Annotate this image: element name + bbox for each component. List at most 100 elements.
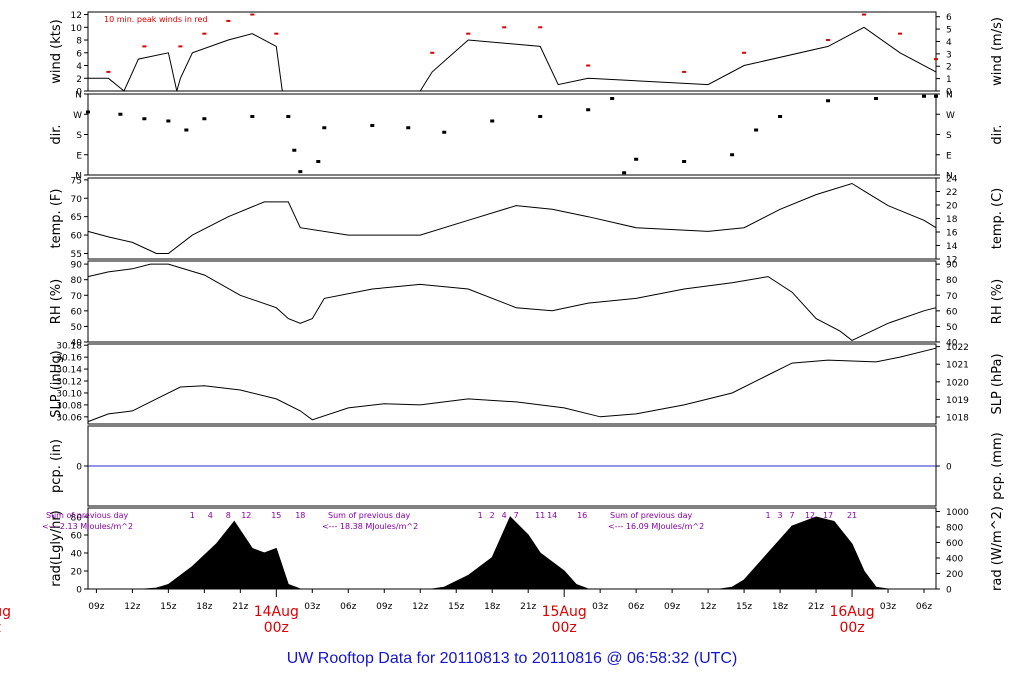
series-point-direction — [292, 148, 297, 152]
y-tick-label-radiation: 0 — [76, 586, 82, 596]
peak-wind-annotation: 10 min. peak winds in red — [104, 15, 208, 24]
peak-wind-mark — [106, 70, 111, 73]
peak-wind-mark — [538, 26, 543, 29]
x-tick-label: 12z — [412, 602, 428, 612]
y-axis-label-right-temperature: temp. (C) — [990, 188, 1005, 250]
panel-frame-humidity — [87, 260, 937, 343]
y-tick-label-right-direction: W — [946, 111, 955, 121]
radiation-hour-mark: 21 — [847, 511, 857, 520]
y-tick-label-right-temperature: 24 — [946, 175, 958, 185]
y-tick-label-wind: 6 — [76, 49, 82, 59]
y-tick-label-right-temperature: 14 — [946, 242, 958, 252]
radiation-hour-mark: 4 — [208, 511, 213, 520]
y-tick-label-pressure: 30.18 — [56, 342, 82, 352]
x-day-label: 14Aug — [254, 604, 299, 620]
panel-frame-pressure — [87, 343, 937, 425]
y-tick-label-right-radiation: 0 — [946, 586, 952, 596]
y-tick-label-humidity: 50 — [71, 323, 83, 333]
series-point-direction — [874, 97, 879, 100]
radiation-hour-mark: 7 — [514, 511, 519, 520]
radiation-hour-mark: 15 — [271, 511, 281, 520]
y-tick-label-temperature: 55 — [71, 250, 82, 260]
y-axis-label-precipitation: pcp. (in) — [49, 439, 64, 493]
y-tick-label-right-humidity: 40 — [946, 339, 958, 349]
series-point-direction — [682, 160, 687, 163]
radiation-note-sum: <--- 18.38 MJoules/m^2 — [322, 522, 418, 531]
y-tick-label-pressure: 30.10 — [56, 389, 82, 399]
series-point-direction — [406, 126, 411, 130]
peak-wind-mark — [826, 39, 831, 42]
y-tick-label-right-precipitation: 0 — [946, 463, 952, 473]
x-day-hour-label: 00z — [839, 620, 864, 636]
y-tick-label-direction: N — [75, 91, 82, 101]
series-point-direction — [610, 97, 615, 100]
peak-wind-mark — [202, 32, 207, 35]
radiation-hour-mark: 7 — [790, 511, 795, 520]
y-tick-label-direction: W — [73, 111, 82, 121]
y-axis-label-right-radiation: rad (W/m^2) — [990, 506, 1005, 591]
x-tick-label: 21z — [520, 602, 536, 612]
series-line-temperature — [87, 182, 937, 254]
y-axis-label-right-precipitation: pcp. (mm) — [990, 432, 1005, 499]
y-tick-label-right-wind: 6 — [946, 13, 952, 23]
radiation-note-title: Sum of previous day — [328, 511, 410, 520]
y-axis-label-temperature: temp. (F) — [49, 189, 64, 249]
series-point-direction — [316, 160, 321, 163]
y-tick-label-right-wind: 0 — [946, 88, 952, 98]
x-tick-label: 21z — [808, 602, 824, 612]
y-tick-label-direction: S — [76, 131, 82, 141]
y-tick-label-wind: 0 — [76, 88, 82, 98]
y-tick-label-right-pressure: 1021 — [946, 361, 969, 371]
y-tick-label-right-radiation: 1000 — [946, 508, 969, 518]
peak-wind-mark — [502, 26, 507, 29]
y-tick-label-wind: 4 — [76, 62, 82, 72]
radiation-hour-mark: 11 — [535, 511, 545, 520]
y-tick-label-right-wind: 3 — [946, 50, 952, 60]
y-tick-label-humidity: 60 — [71, 307, 83, 317]
y-tick-label-right-direction: N — [946, 172, 953, 182]
y-tick-label-precipitation: 0 — [76, 463, 82, 473]
y-axis-label-right-pressure: SLP (hPa) — [990, 353, 1005, 414]
y-tick-label-right-wind: 4 — [946, 38, 952, 48]
x-day-label: 16Aug — [829, 604, 874, 620]
x-tick-label: 15z — [160, 602, 176, 612]
series-line-humidity — [87, 263, 937, 341]
y-tick-label-humidity: 40 — [71, 339, 83, 349]
y-tick-label-right-direction: S — [946, 131, 952, 141]
x-tick-label: 09z — [664, 602, 680, 612]
y-tick-label-right-pressure: 1019 — [946, 396, 969, 406]
radiation-note-title: Sum of previous day — [610, 511, 692, 520]
y-tick-label-wind: 8 — [76, 37, 82, 47]
y-tick-label-right-temperature: 20 — [946, 202, 958, 212]
y-tick-label-direction: E — [76, 151, 82, 161]
series-point-direction — [490, 119, 495, 123]
y-tick-label-right-radiation: 200 — [946, 570, 963, 580]
x-tick-label: 18z — [772, 602, 788, 612]
x-tick-label: 18z — [196, 602, 212, 612]
y-tick-label-right-temperature: 16 — [946, 229, 958, 239]
y-tick-label-right-direction: N — [946, 91, 953, 101]
series-point-direction — [322, 126, 327, 130]
y-tick-label-right-radiation: 400 — [946, 554, 963, 564]
y-tick-label-humidity: 70 — [71, 292, 83, 302]
y-axis-label-wind: wind (kts) — [49, 19, 64, 83]
x-tick-label: 06z — [340, 602, 356, 612]
y-axis-label-right-direction: dir. — [990, 124, 1005, 144]
peak-wind-mark — [226, 19, 231, 22]
x-tick-label: 18z — [484, 602, 500, 612]
y-axis-label-right-wind: wind (m/s) — [990, 17, 1005, 86]
y-tick-label-right-pressure: 1022 — [946, 343, 969, 353]
series-area-radiation — [88, 516, 936, 590]
series-point-direction — [826, 99, 831, 103]
series-point-direction — [538, 115, 543, 118]
y-tick-label-right-humidity: 90 — [946, 261, 958, 271]
y-tick-label-pressure: 30.06 — [56, 413, 82, 423]
peak-wind-mark — [466, 32, 471, 35]
series-point-direction — [922, 94, 927, 98]
y-tick-label-wind: 12 — [71, 11, 82, 21]
y-tick-label-right-wind: 5 — [946, 26, 952, 36]
peak-wind-mark — [430, 51, 435, 54]
peak-wind-mark — [862, 13, 867, 16]
y-axis-label-humidity: RH (%) — [49, 279, 64, 324]
